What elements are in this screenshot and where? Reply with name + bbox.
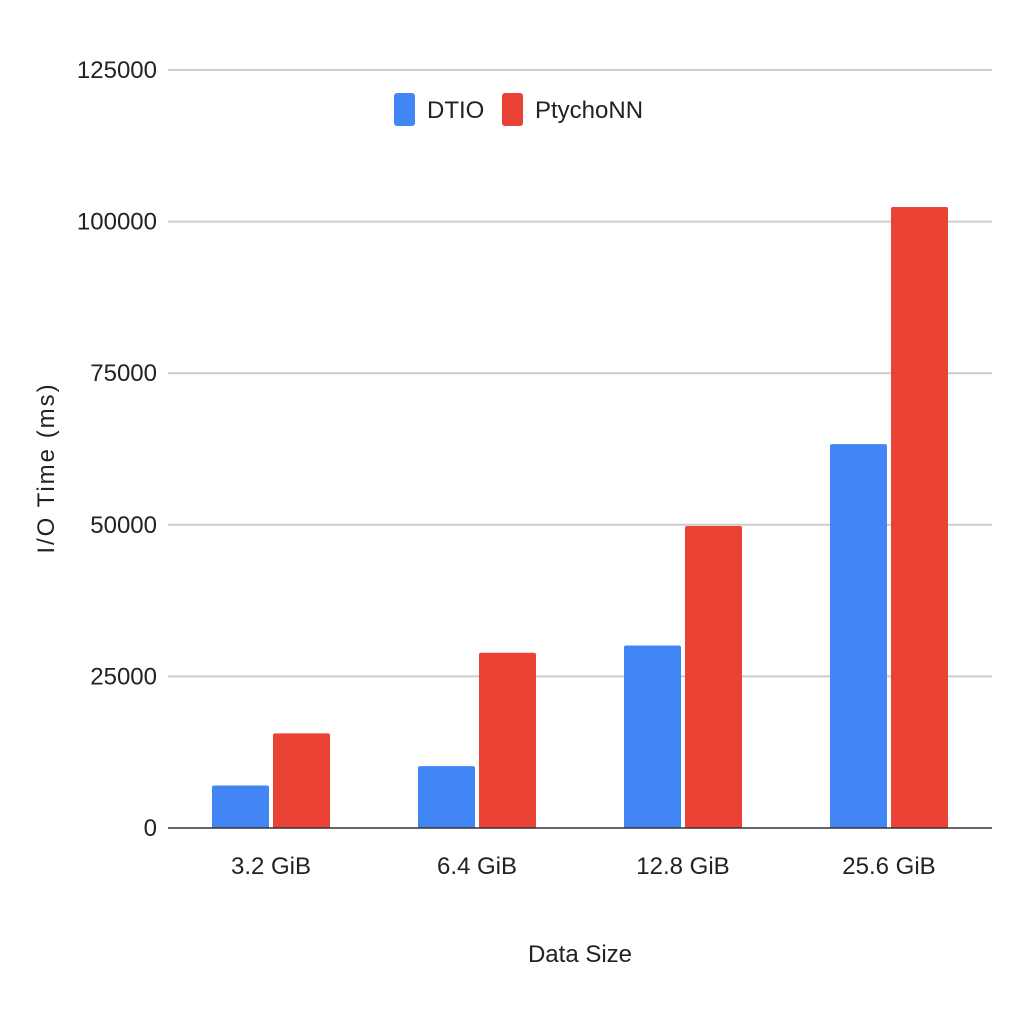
legend-swatch-ptychonn [502,93,523,126]
x-tick-label: 3.2 GiB [231,853,311,880]
bar-ptychonn-1 [479,652,536,828]
x-axis-ticks: 3.2 GiB 6.4 GiB 12.8 GiB 25.6 GiB [231,853,936,880]
y-tick-label: 100000 [77,209,157,236]
x-axis-title: Data Size [528,941,632,968]
bar-ptychonn-3 [891,207,948,829]
bar-dtio-3 [830,444,887,828]
x-tick-label: 6.4 GiB [437,853,517,880]
legend: DTIO PtychoNN [394,93,643,126]
bar-ptychonn-2 [685,526,742,828]
bar-dtio-0 [212,785,269,828]
y-tick-label: 0 [144,815,157,842]
bar-dtio-1 [418,766,475,828]
legend-swatch-dtio [394,93,415,126]
bar-ptychonn-0 [273,733,330,828]
y-axis-ticks: 0 25000 50000 75000 100000 125000 [77,57,157,842]
x-tick-label: 25.6 GiB [842,853,935,880]
y-tick-label: 25000 [90,663,157,690]
legend-label-ptychonn: PtychoNN [535,97,643,124]
y-tick-label: 50000 [90,512,157,539]
y-tick-label: 125000 [77,57,157,84]
bars [212,207,948,829]
y-axis-title: I/O Time (ms) [33,382,60,553]
y-tick-label: 75000 [90,360,157,387]
bar-dtio-2 [624,645,681,828]
legend-label-dtio: DTIO [427,97,484,124]
x-tick-label: 12.8 GiB [636,853,729,880]
